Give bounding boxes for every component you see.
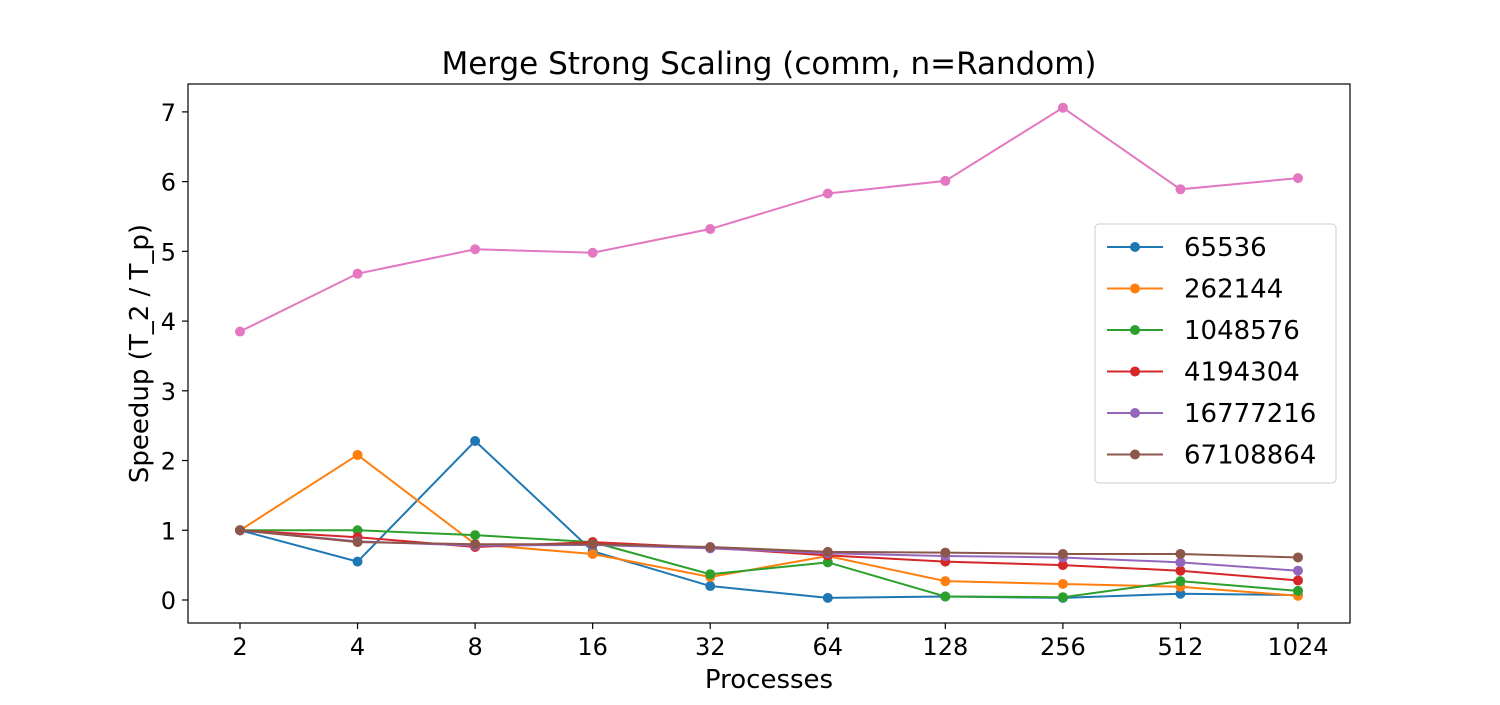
data-point (1057, 578, 1068, 589)
series-67108864-group (235, 525, 1303, 563)
legend-marker (1130, 325, 1140, 335)
x-tick-label: 256 (1040, 633, 1086, 661)
series-line (239, 453, 1299, 597)
legend-label: 4194304 (1184, 358, 1300, 388)
data-point (1057, 548, 1068, 559)
data-point (822, 592, 833, 603)
x-axis-label: Processes (705, 665, 833, 695)
x-tick-label: 16 (577, 633, 608, 661)
data-point (235, 326, 245, 337)
y-tick-label: 4 (161, 308, 176, 336)
x-tick-label: 64 (813, 633, 844, 661)
legend-label: 262144 (1184, 275, 1283, 305)
data-point (587, 548, 598, 559)
series-line (239, 106, 1299, 333)
legend-marker (1130, 408, 1140, 418)
y-tick-label: 0 (161, 587, 176, 615)
series-4194304-group (235, 525, 1303, 586)
data-point (822, 188, 833, 199)
data-point (352, 449, 363, 460)
data-point (470, 244, 481, 255)
data-point (352, 268, 363, 279)
y-tick-label: 7 (161, 99, 176, 127)
data-point (940, 591, 951, 602)
data-point (1293, 575, 1303, 586)
y-tick-label: 3 (161, 378, 176, 406)
legend-marker (1130, 242, 1140, 252)
y-axis-label: Speedup (T_2 / T_p) (125, 224, 155, 483)
x-tick-label: 4 (350, 633, 365, 661)
axis-ticks: 2 4 8 16 32 64 128 256 512 1024 0 1 2 3 4 5 6 7 (161, 99, 1329, 661)
data-point (1293, 552, 1303, 563)
data-point (1175, 576, 1186, 587)
data-point (705, 569, 716, 580)
x-tick-label: 512 (1158, 633, 1204, 661)
data-point (470, 539, 481, 550)
data-point (235, 525, 245, 536)
data-point (705, 581, 716, 592)
series-line (239, 529, 1299, 572)
legend-marker (1130, 449, 1140, 460)
data-point (352, 525, 363, 536)
y-tick-label: 6 (161, 169, 176, 197)
y-tick-label: 5 (161, 238, 176, 266)
series-line (239, 439, 1299, 599)
data-point (470, 530, 481, 541)
series-line (239, 529, 1299, 559)
data-point (1057, 560, 1068, 571)
data-point (1293, 585, 1303, 596)
data-point (1057, 102, 1068, 113)
axes-frame (187, 83, 1351, 624)
legend-marker (1130, 283, 1140, 294)
plot-area (235, 102, 1303, 603)
data-point (940, 576, 951, 587)
legend: 65536 262144 1048576 4194304 16777216 6710886… (1094, 223, 1337, 484)
legend-label: 67108864 (1184, 441, 1316, 471)
x-tick-label: 2 (232, 633, 247, 661)
data-point (1175, 184, 1186, 195)
data-point (587, 247, 598, 258)
series-unlabeled-group (235, 102, 1303, 337)
chart-title: Merge Strong Scaling (comm, n=Random) (441, 46, 1096, 82)
series-line (239, 529, 1299, 582)
series-line (240, 529, 1299, 599)
series-1048576-group (235, 525, 1303, 603)
data-point (940, 547, 951, 558)
data-point (1057, 592, 1068, 603)
y-tick-label: 2 (161, 448, 176, 476)
x-tick-label: 128 (922, 633, 968, 661)
legend-label: 65536 (1184, 233, 1267, 263)
data-point (352, 537, 363, 548)
data-point (1175, 565, 1186, 576)
x-tick-label: 8 (467, 633, 482, 661)
y-tick-label: 1 (161, 517, 176, 545)
legend-label: 1048576 (1184, 316, 1300, 346)
legend-marker (1130, 366, 1140, 377)
data-point (1293, 565, 1303, 576)
data-point (1175, 588, 1186, 599)
legend-label: 16777216 (1184, 399, 1316, 429)
data-point (1175, 548, 1186, 559)
data-point (705, 224, 716, 235)
x-tick-label: 1024 (1267, 633, 1328, 661)
x-tick-label: 32 (695, 633, 726, 661)
data-point (940, 175, 951, 186)
data-point (822, 546, 833, 557)
data-point (470, 436, 481, 447)
data-point (587, 539, 598, 550)
data-point (822, 557, 833, 568)
data-point (1175, 557, 1186, 568)
data-point (1293, 173, 1303, 184)
data-point (352, 556, 363, 567)
data-point (705, 541, 716, 552)
